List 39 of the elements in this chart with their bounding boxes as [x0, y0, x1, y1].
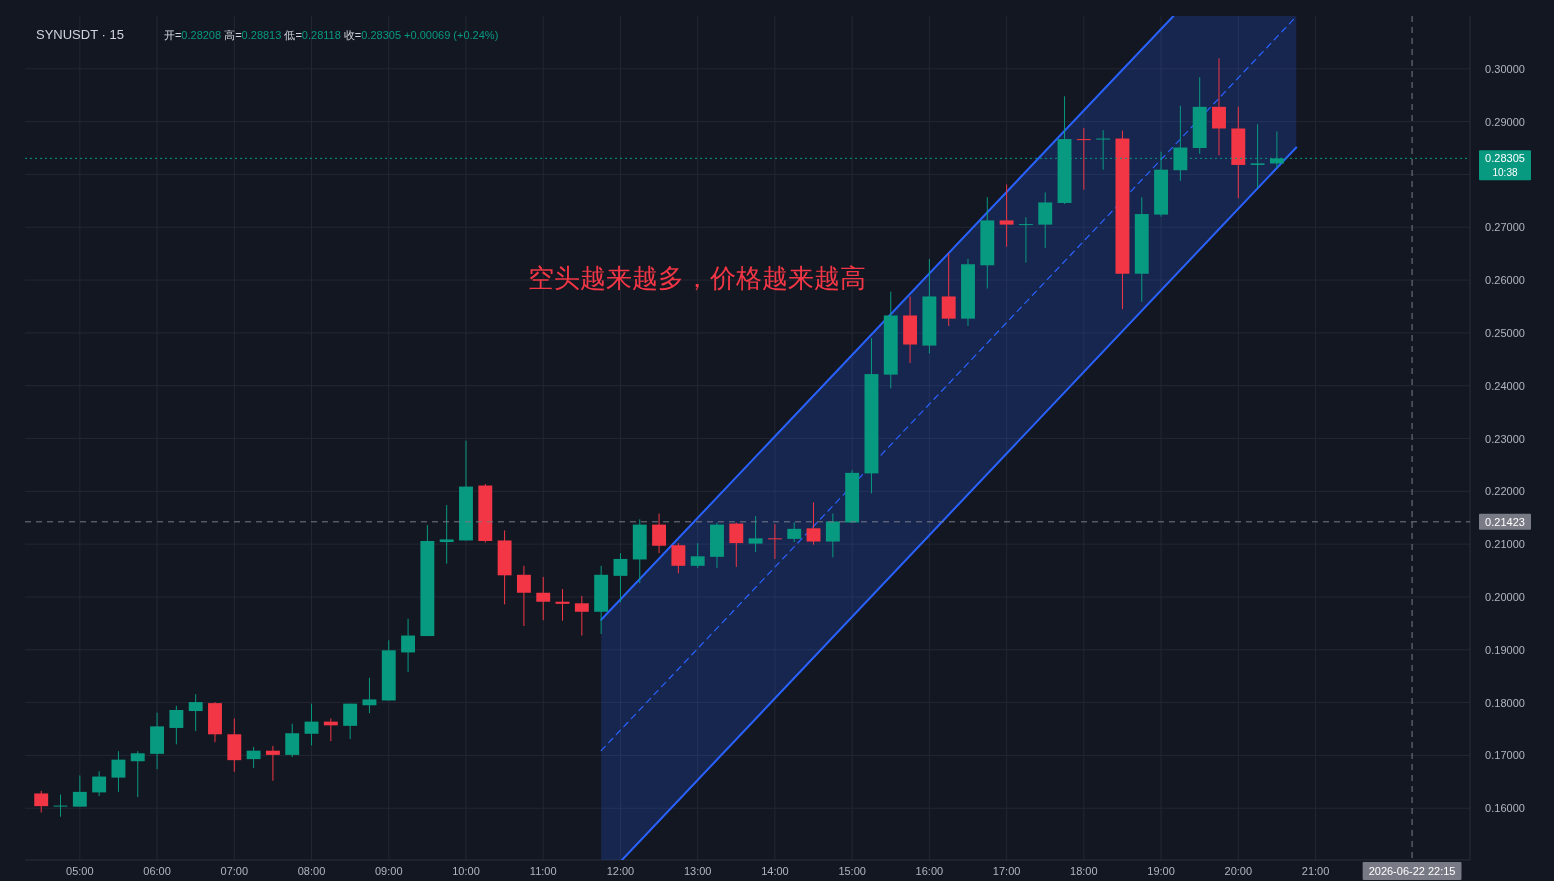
- x-tick-label: 14:00: [761, 865, 789, 877]
- y-tick-label: 0.23000: [1485, 432, 1525, 445]
- time-label: 2026-06-22 22:15: [1362, 862, 1462, 880]
- x-tick-label: 06:00: [143, 865, 171, 877]
- ref-line-label: 0.28305 10:38: [1485, 152, 1525, 178]
- x-tick-label: 09:00: [374, 865, 403, 877]
- y-tick-label: 0.30000: [1485, 62, 1525, 75]
- y-tick-label: 0.16000: [1485, 802, 1525, 815]
- y-tick-label: 0.20000: [1485, 590, 1525, 603]
- x-tick-label: 17:00: [992, 865, 1021, 877]
- y-tick-label: 0.27000: [1485, 221, 1525, 234]
- text: SYNUSDT · 15: [36, 27, 124, 42]
- x-tick-label: 21:00: [1301, 865, 1330, 877]
- y-tick-label: 0.21000: [1485, 538, 1525, 551]
- annotation: 空头越来越多，价格越来越高: [527, 262, 866, 293]
- x-tick-label: 10:00: [452, 865, 480, 877]
- x-tick-label: 11:00: [529, 865, 557, 877]
- x-tick-label: 05:00: [66, 865, 94, 877]
- y-tick-label: 0.22000: [1485, 485, 1525, 498]
- x-tick-label: 18:00: [1070, 865, 1098, 877]
- x-tick-label: 20:00: [1224, 865, 1253, 877]
- ref-line-label: 2026-06-22 22:15: [1368, 865, 1456, 877]
- y-tick-label: 0.17000: [1485, 749, 1525, 762]
- y-tick-label: 0.29000: [1485, 115, 1525, 128]
- price-label: 0.28305 10:38: [1479, 150, 1531, 181]
- x-tick-label: 19:00: [1147, 865, 1175, 877]
- text: 开=0.28208 高=0.28813 低=0.28118 收=0.28305 +0.00069 (+0.24%): [163, 29, 499, 41]
- y-tick-label: 0.25000: [1485, 326, 1525, 339]
- y-tick-label: 0.26000: [1485, 274, 1525, 287]
- x-tick-label: 08:00: [297, 865, 326, 877]
- y-tick-label: 0.18000: [1485, 696, 1525, 709]
- x-tick-label: 16:00: [915, 865, 944, 877]
- ref-line-label: 0.21423: [1485, 515, 1525, 528]
- y-tick-label: 0.19000: [1485, 643, 1525, 656]
- x-tick-label: 07:00: [220, 865, 249, 877]
- x-tick-label: 13:00: [683, 865, 712, 877]
- x-tick-label: 15:00: [838, 865, 866, 877]
- y-tick-label: 0.24000: [1485, 379, 1525, 392]
- x-tick-label: 12:00: [606, 865, 635, 877]
